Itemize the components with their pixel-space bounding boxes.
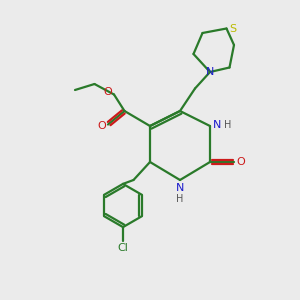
Text: O: O xyxy=(103,87,112,97)
Text: N: N xyxy=(206,67,214,77)
Text: S: S xyxy=(230,23,237,34)
Text: N: N xyxy=(176,183,184,194)
Text: H: H xyxy=(224,119,231,130)
Text: O: O xyxy=(236,157,245,167)
Text: N: N xyxy=(212,119,221,130)
Text: O: O xyxy=(98,121,106,131)
Text: H: H xyxy=(176,194,184,204)
Text: Cl: Cl xyxy=(118,243,128,253)
